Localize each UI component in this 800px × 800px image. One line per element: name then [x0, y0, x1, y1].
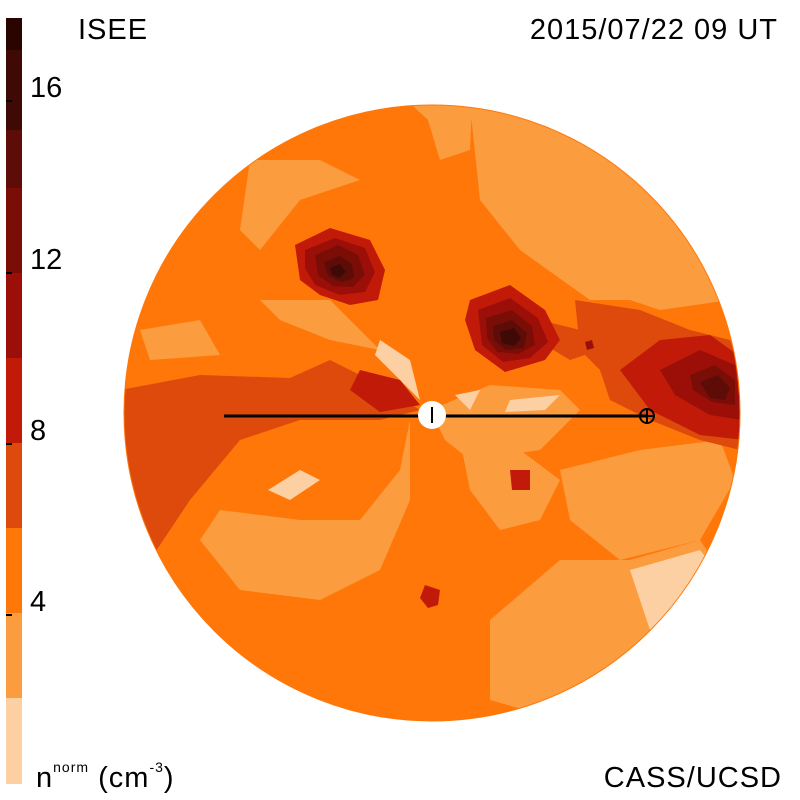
timestamp: 2015/07/22 09 UT: [529, 14, 778, 46]
colorbar-tick-12: 12: [30, 244, 63, 276]
density-disk: [124, 105, 740, 721]
colorbar-unit-label: nnorm (cm-3): [36, 759, 175, 794]
colorbar-tick-mark: [6, 443, 12, 445]
colorbar-tick-16: 16: [30, 72, 63, 104]
colorbar-tick-4: 4: [30, 586, 47, 618]
earth-icon: [639, 408, 655, 424]
colorbar-tick-mark: [6, 614, 12, 616]
colorbar-tick-mark: [6, 272, 12, 274]
colorbar-tick-8: 8: [30, 415, 47, 447]
disk-edge: [123, 104, 741, 722]
credit-label: CASS/UCSD: [603, 762, 782, 794]
density-colorbar: [6, 18, 22, 784]
colorbar-tick-mark: [6, 100, 12, 102]
source-label: ISEE: [78, 14, 149, 46]
